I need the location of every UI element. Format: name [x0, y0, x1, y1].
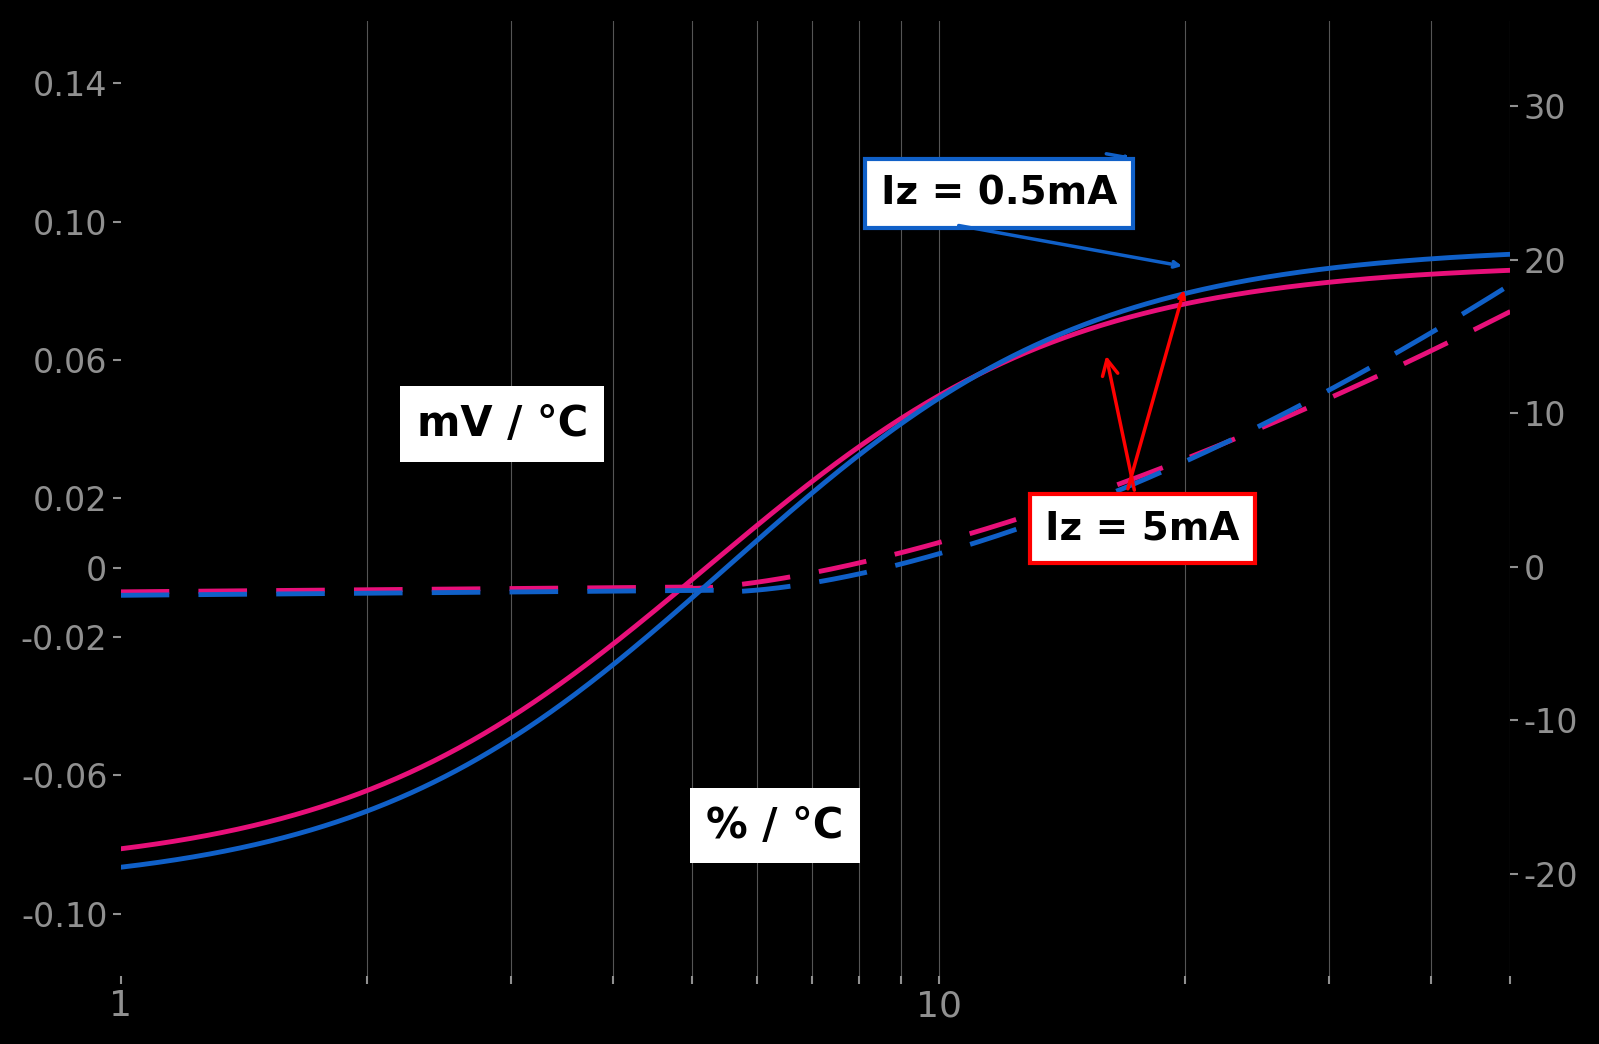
- Text: mV / °C: mV / °C: [416, 403, 588, 445]
- Text: Iz = 5mA: Iz = 5mA: [1046, 359, 1239, 548]
- Text: % / °C: % / °C: [707, 805, 844, 847]
- Text: Iz = 0.5mA: Iz = 0.5mA: [881, 153, 1126, 212]
